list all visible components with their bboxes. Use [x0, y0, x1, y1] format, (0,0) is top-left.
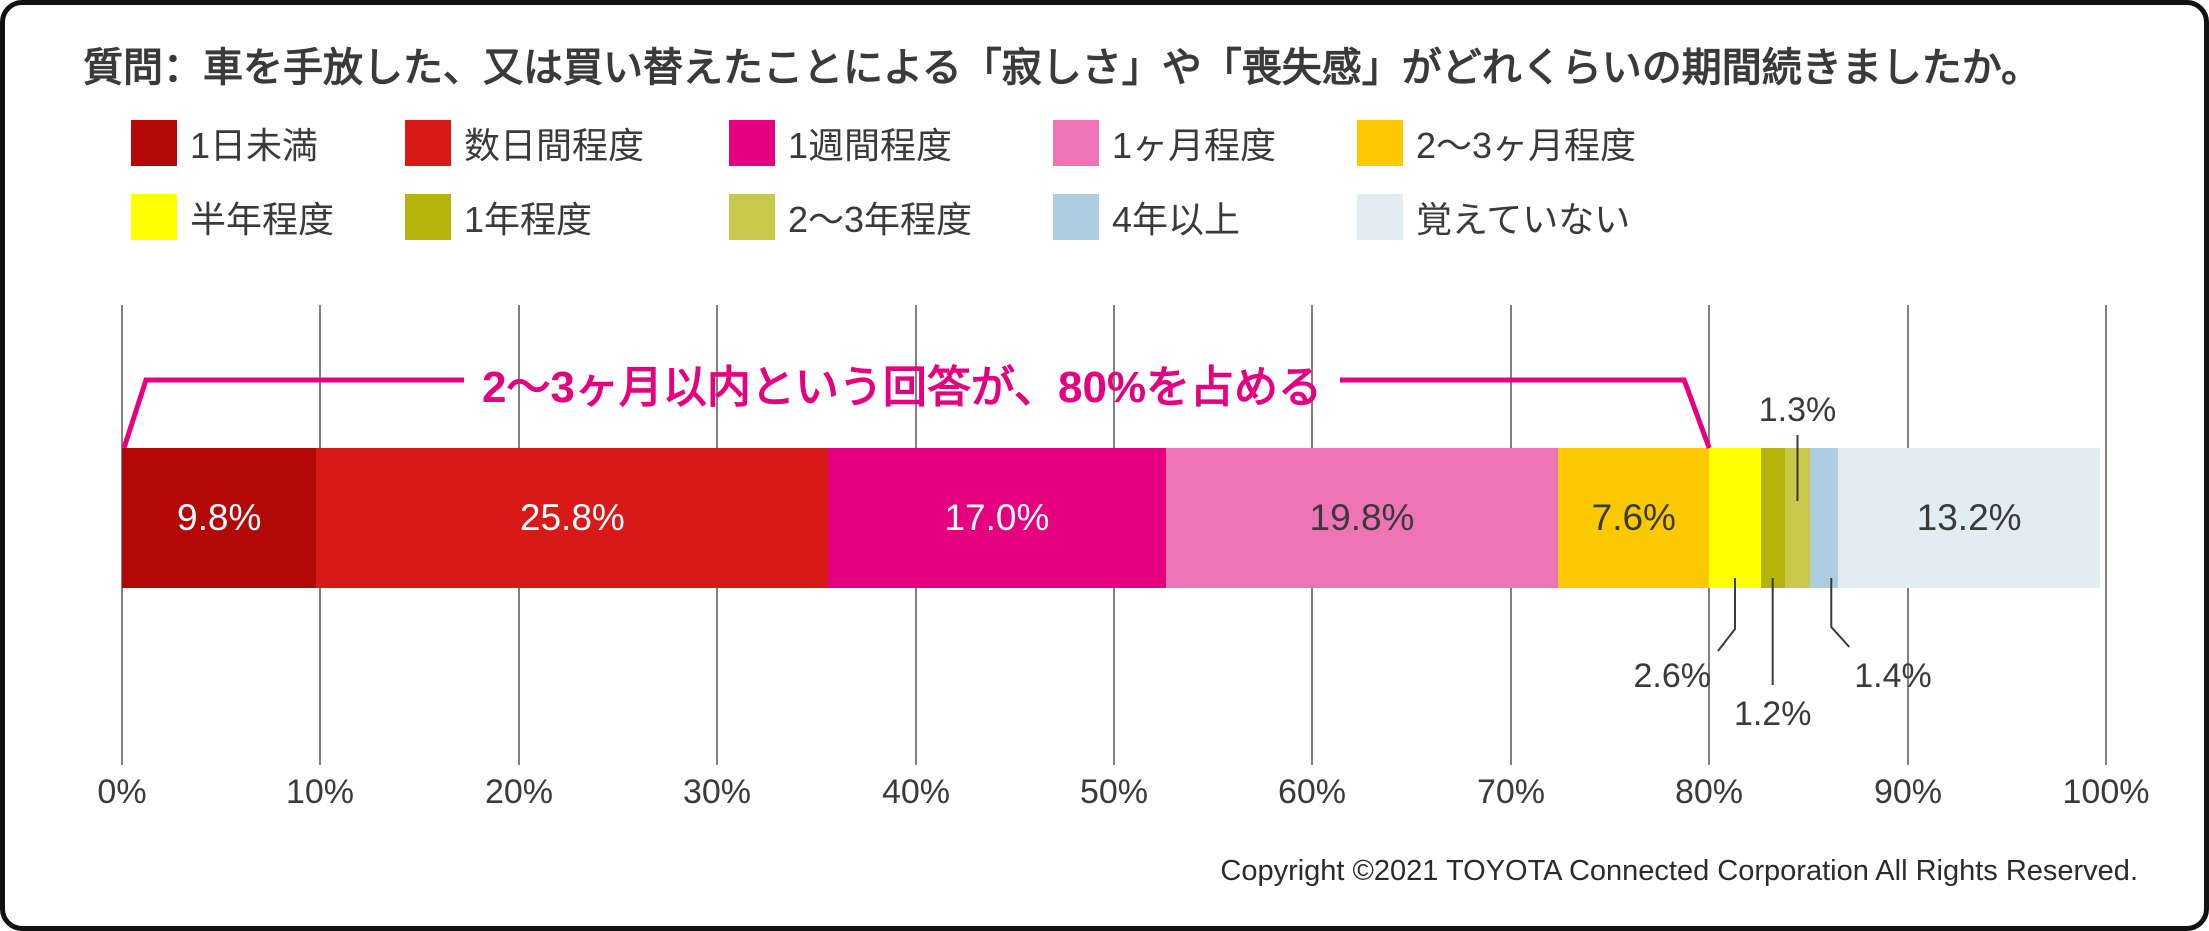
x-tick-label: 70% — [1476, 773, 1546, 811]
x-tick-label: 50% — [1079, 773, 1149, 811]
leader-line — [1717, 578, 1736, 652]
legend-swatch — [131, 194, 177, 240]
bar-segment — [1838, 448, 2101, 588]
legend-label: 2〜3ヶ月程度 — [1416, 125, 1637, 166]
stacked-bar — [122, 448, 2106, 588]
legend-label: 覚えていない — [1416, 199, 1631, 240]
plot-area: 2〜3ヶ月以内という回答が、80%を占める 0% 10% 20% 30% 40% 50% 6… — [97, 305, 2149, 825]
annotation-lines-layer — [121, 377, 1851, 685]
bar-segment — [316, 448, 829, 588]
legend-item: 2〜3ヶ月程度 — [1357, 117, 1636, 169]
legend-swatch — [729, 120, 775, 166]
x-tick-label: 90% — [1873, 773, 1943, 811]
page-title: 質問：車を手放した、又は買い替えたことによる「寂しさ」や「喪失感」がどれくらいの… — [83, 46, 2041, 90]
leader-line — [1340, 377, 1712, 449]
legend-label: 1ヶ月程度 — [1112, 125, 1277, 166]
legend-swatch — [729, 194, 775, 240]
bar-segment — [1760, 448, 1785, 588]
legend-item: 2〜3年程度 — [729, 191, 1053, 243]
x-tick-label: 40% — [881, 773, 951, 811]
x-tick-label: 30% — [682, 773, 752, 811]
leader-line — [1830, 578, 1851, 648]
legend-label: 半年程度 — [190, 199, 335, 240]
bar-segment — [1558, 448, 1710, 588]
legend-swatch — [1357, 120, 1403, 166]
bar-segment — [1810, 448, 1839, 588]
segment-label: 7.6% — [1591, 497, 1676, 538]
legend-item: 1ヶ月程度 — [1053, 117, 1357, 169]
legend-swatch — [405, 194, 451, 240]
legend-item: 1年程度 — [405, 191, 729, 243]
bar-segment — [122, 448, 317, 588]
legend-label: 1年程度 — [464, 199, 593, 240]
x-tick-label: 80% — [1674, 773, 1744, 811]
legend-swatch — [1053, 120, 1099, 166]
legend-item: 半年程度 — [131, 191, 405, 243]
bar-segment — [1709, 448, 1761, 588]
segment-label: 1.4% — [1854, 657, 1932, 695]
legend-item: 数日間程度 — [405, 117, 729, 169]
legend: 1日未満 数日間程度 1週間程度 1ヶ月程度 2〜3ヶ月程度半年程度 1年程度 2〜3年程度… — [131, 117, 1636, 243]
segment-label: 2.6% — [1633, 657, 1711, 695]
segment-label: 9.8% — [177, 497, 262, 538]
copyright-text: Copyright ©2021 TOYOTA Connected Corpora… — [1220, 855, 2138, 887]
segment-label: 17.0% — [944, 497, 1050, 538]
annotation-text: 2〜3ヶ月以内という回答が、80%を占める — [481, 363, 1323, 412]
legend-item: 1日未満 — [131, 117, 405, 169]
segment-label: 19.8% — [1309, 497, 1415, 538]
x-tick-label: 60% — [1277, 773, 1347, 811]
legend-item: 4年以上 — [1053, 191, 1357, 243]
legend-swatch — [1053, 194, 1099, 240]
legend-label: 2〜3年程度 — [788, 199, 973, 240]
x-tick-label: 100% — [2062, 773, 2150, 811]
legend-item: 覚えていない — [1357, 191, 1636, 243]
grid-line — [2105, 305, 2107, 765]
segment-label: 25.8% — [519, 497, 625, 538]
legend-swatch — [405, 120, 451, 166]
x-tick-label: 10% — [285, 773, 355, 811]
bar-segment — [828, 448, 1166, 588]
segment-label: 1.2% — [1733, 695, 1812, 733]
legend-item: 1週間程度 — [729, 117, 1053, 169]
legend-label: 4年以上 — [1112, 199, 1241, 240]
segment-label: 1.3% — [1758, 391, 1837, 429]
leader-line — [121, 377, 464, 449]
legend-swatch — [1357, 194, 1403, 240]
x-tick-label: 20% — [484, 773, 554, 811]
legend-label: 数日間程度 — [464, 125, 645, 166]
x-tick-label: 0% — [97, 773, 147, 811]
bar-segment — [1165, 448, 1559, 588]
segment-label: 13.2% — [1916, 497, 2022, 538]
legend-label: 1週間程度 — [788, 125, 953, 166]
legend-swatch — [131, 120, 177, 166]
legend-label: 1日未満 — [190, 125, 319, 166]
